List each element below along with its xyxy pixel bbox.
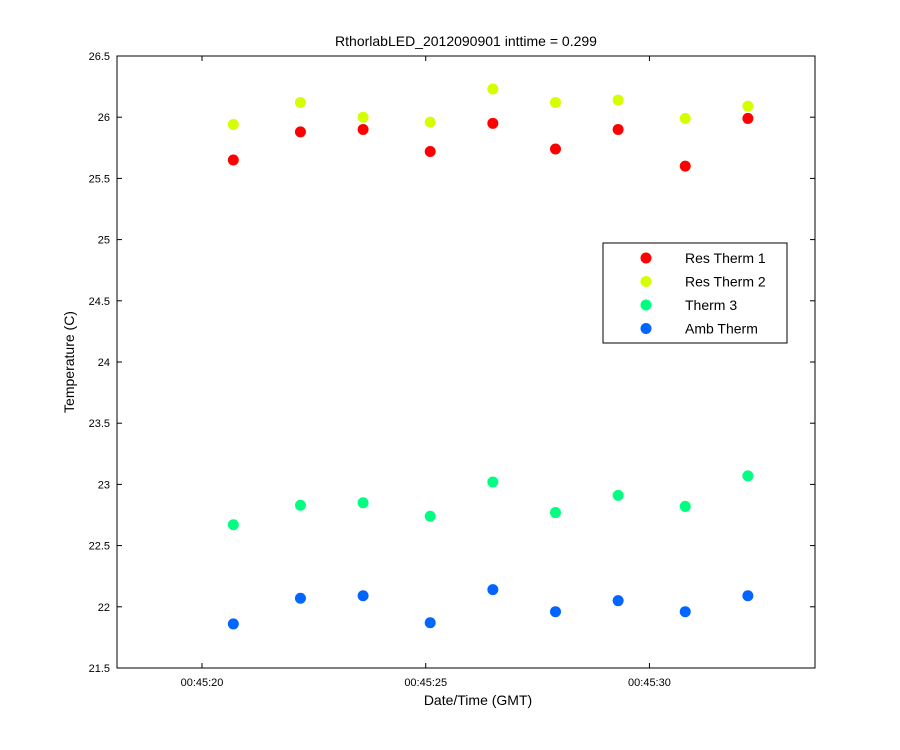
y-tick-label: 26: [98, 112, 110, 124]
point-res-therm-1: [227, 154, 239, 166]
point-amb-therm: [549, 606, 561, 618]
legend-label-res-therm-2: Res Therm 2: [685, 274, 766, 290]
x-tick-label: 00:45:25: [404, 677, 447, 689]
legend-marker-res-therm-1: [640, 252, 652, 264]
point-res-therm-1: [549, 143, 561, 155]
point-res-therm-1: [357, 123, 369, 135]
x-axis: 00:45:20 00:45:25 00:45:30: [181, 56, 671, 689]
legend-marker-res-therm-2: [640, 276, 652, 287]
point-res-therm-2: [742, 100, 754, 112]
point-res-therm-2: [424, 116, 436, 128]
point-amb-therm: [227, 618, 239, 630]
y-tick-label: 25.5: [89, 173, 110, 185]
point-amb-therm: [357, 590, 369, 602]
chart-title: RthorlabLED_2012090901 inttime = 0.299: [335, 33, 597, 49]
point-res-therm-1: [424, 145, 436, 157]
legend-label-amb-therm: Amb Therm: [685, 321, 758, 337]
point-therm-3: [294, 499, 306, 511]
point-res-therm-2: [227, 119, 239, 131]
point-therm-3: [679, 500, 691, 512]
point-amb-therm: [612, 595, 624, 607]
point-amb-therm: [742, 590, 754, 602]
point-therm-3: [227, 519, 239, 531]
point-amb-therm: [424, 617, 436, 629]
point-res-therm-2: [357, 111, 369, 123]
legend-marker-amb-therm: [640, 323, 652, 334]
point-res-therm-2: [549, 97, 561, 109]
y-tick-label: 23: [98, 479, 110, 491]
point-amb-therm: [294, 592, 306, 604]
point-res-therm-2: [679, 112, 691, 124]
point-res-therm-1: [487, 117, 499, 129]
plot-area: [116, 55, 816, 669]
point-res-therm-1: [612, 123, 624, 135]
point-therm-3: [549, 507, 561, 519]
y-tick-label: 24.5: [89, 296, 110, 308]
point-amb-therm: [679, 606, 691, 618]
data-points: [227, 83, 754, 630]
point-res-therm-1: [742, 112, 754, 124]
legend-label-therm-3: Therm 3: [685, 297, 737, 313]
x-tick-label: 00:45:30: [628, 677, 671, 689]
y-tick-label: 24: [98, 357, 110, 369]
point-res-therm-2: [294, 97, 306, 109]
point-therm-3: [487, 476, 499, 488]
point-res-therm-2: [487, 83, 499, 95]
point-res-therm-1: [294, 126, 306, 138]
x-tick-label: 00:45:20: [181, 677, 224, 689]
y-axis-title: Temperature (C): [61, 311, 77, 413]
x-axis-title: Date/Time (GMT): [424, 692, 532, 708]
point-res-therm-1: [679, 160, 691, 172]
y-axis: 21.5 22 22.5 23 23.5 24 24.5 25 25.5 26 26.5: [89, 51, 815, 675]
legend-box: [602, 242, 788, 344]
point-amb-therm: [487, 584, 499, 596]
point-therm-3: [612, 489, 624, 501]
legend-label-res-therm-1: Res Therm 1: [685, 250, 766, 266]
y-tick-label: 22: [98, 602, 110, 614]
legend-marker-therm-3: [640, 299, 652, 311]
legend: Res Therm 1 Res Therm 2 Therm 3 Amb Therm: [602, 242, 788, 344]
y-tick-label: 22.5: [89, 541, 110, 553]
point-therm-3: [742, 470, 754, 482]
y-tick-label: 23.5: [89, 418, 110, 430]
y-tick-label: 25: [98, 235, 110, 247]
point-therm-3: [357, 497, 369, 509]
point-res-therm-2: [612, 94, 624, 106]
y-tick-label: 21.5: [89, 663, 110, 675]
point-therm-3: [424, 510, 436, 522]
y-tick-label: 26.5: [89, 51, 110, 63]
